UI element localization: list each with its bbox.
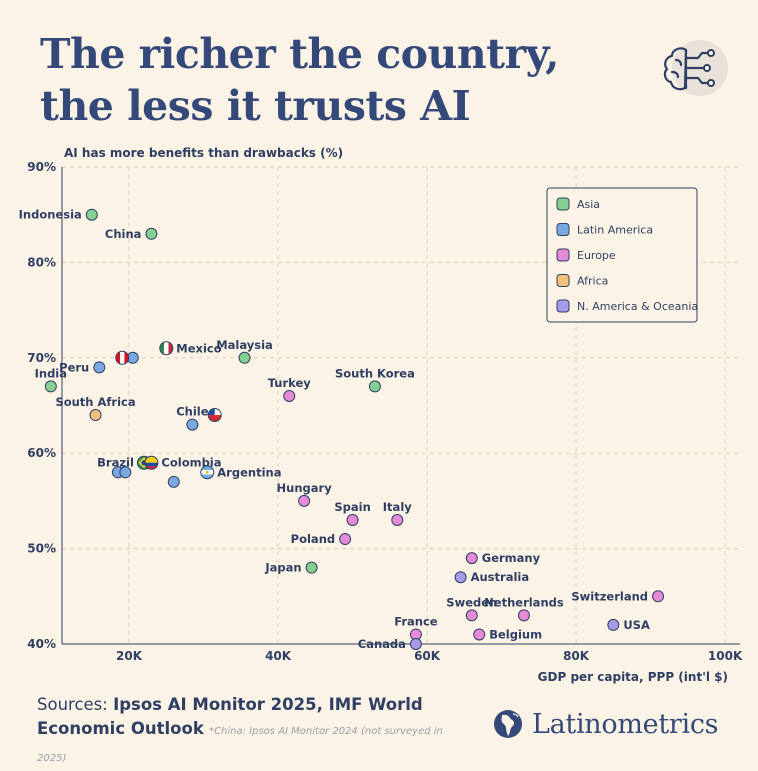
title-line-2: the less it trusts AI: [40, 82, 471, 130]
legend-swatch-latin-america: [556, 223, 570, 236]
y-tick-label: 50%: [27, 542, 56, 556]
peru-flag-icon: [115, 350, 130, 365]
data-label-turkey: Turkey: [268, 376, 312, 390]
legend-label-africa: Africa: [577, 275, 608, 288]
sources-text: Ipsos AI Monitor 2025, IMF World Economi…: [37, 695, 423, 738]
point-india: [44, 380, 57, 393]
sources-note: Sources: Ipsos AI Monitor 2025, IMF Worl…: [37, 693, 457, 771]
data-label-chile: Chile: [176, 405, 209, 419]
data-label-argentina: Argentina: [217, 465, 281, 479]
point-switzerland: [652, 590, 665, 603]
point-turkey: [283, 389, 296, 402]
data-label-india: India: [35, 366, 67, 380]
y-tick-label: 60%: [27, 446, 56, 460]
point-south-korea: [368, 380, 381, 393]
data-label-malaysia: Malaysia: [216, 338, 273, 352]
data-label-germany: Germany: [482, 551, 541, 565]
data-label-switzerland: Switzerland: [571, 589, 648, 603]
brain-circuit-icon: [663, 40, 728, 96]
data-label-poland: Poland: [291, 532, 335, 546]
y-tick-label: 80%: [27, 255, 56, 269]
point-indonesia: [85, 208, 98, 221]
data-label-netherlands: Netherlands: [484, 595, 564, 609]
legend-label-asia: Asia: [577, 198, 600, 211]
data-label-south-africa: South Africa: [55, 395, 135, 409]
point-belgium: [473, 628, 486, 641]
x-axis-label: GDP per capita, PPP (int'l $): [538, 670, 728, 684]
legend: Asia Latin America Europe Africa N. America …: [546, 187, 698, 323]
point-spain: [346, 513, 359, 526]
legend-label-latin-america: Latin America: [577, 224, 653, 237]
legend-label-europe: Europe: [577, 249, 616, 262]
point-netherlands: [517, 609, 530, 622]
x-tick-label: 80K: [563, 649, 590, 663]
point-chile: [186, 418, 199, 431]
data-label-mexico: Mexico: [176, 341, 221, 355]
colombia-flag-icon: [144, 455, 159, 470]
data-label-brazil: Brazil: [97, 456, 134, 470]
data-label-peru: Peru: [59, 360, 89, 374]
axes: 40% 50% 60% 70% 80% 90% 20K 40K 60K 80K 100K: [27, 160, 743, 663]
x-tick-label: 20K: [116, 649, 143, 663]
brand-logo: Latinometrics: [492, 706, 719, 742]
legend-label-n-america-oceania: N. America & Oceania: [577, 300, 698, 313]
data-label-south-korea: South Korea: [335, 366, 415, 380]
legend-swatch-n-america-oceania: [556, 299, 570, 313]
grid: [62, 166, 740, 644]
point-australia: [454, 571, 467, 584]
legend-swatch-africa: [556, 274, 570, 287]
data-points: Indonesia China India Malaysia South Korea Ja…: [19, 208, 665, 651]
data-label-usa: USA: [623, 618, 650, 632]
legend-swatch-asia: [556, 197, 570, 211]
data-label-belgium: Belgium: [489, 627, 542, 641]
data-label-hungary: Hungary: [277, 481, 333, 495]
x-tick-label: 60K: [414, 649, 441, 663]
title-line-1: The richer the country,: [40, 30, 559, 78]
data-label-sweden: Sweden: [446, 595, 497, 609]
latin-america-globe-icon: [494, 710, 522, 738]
point-south-africa: [89, 409, 102, 422]
data-label-japan: Japan: [264, 561, 301, 575]
data-label-italy: Italy: [383, 500, 412, 514]
x-tick-label: 40K: [265, 649, 292, 663]
y-axis-label: AI has more benefits than drawbacks (%): [64, 146, 343, 160]
point-usa: [607, 618, 620, 631]
point-italy: [391, 513, 404, 526]
chile-flag-icon: [207, 408, 222, 423]
x-tick-label: 100K: [708, 649, 743, 663]
point-poland: [339, 533, 352, 546]
point-japan: [305, 561, 318, 574]
y-tick-label: 70%: [27, 351, 56, 365]
data-label-australia: Australia: [471, 570, 530, 584]
data-label-indonesia: Indonesia: [19, 208, 82, 222]
scatter-chart: AI has more benefits than drawbacks (%) …: [19, 146, 743, 684]
point-canada: [409, 638, 422, 650]
sources-prefix: Sources:: [37, 695, 114, 714]
mexico-flag-icon: [159, 341, 174, 356]
data-label-spain: Spain: [334, 500, 370, 514]
y-tick-label: 90%: [27, 160, 56, 174]
point-germany: [465, 552, 478, 565]
point-hungary: [298, 494, 311, 507]
chart-title: The richer the country, the less it trus…: [40, 28, 559, 132]
point-malaysia: [238, 351, 251, 364]
brand-name: Latinometrics: [532, 708, 719, 740]
data-label-france: France: [394, 614, 438, 628]
point-unlabeled: [167, 475, 180, 488]
legend-swatch-europe: [556, 248, 570, 262]
legend-box: [546, 187, 698, 323]
y-tick-label: 40%: [27, 637, 56, 651]
data-label-china: China: [105, 227, 142, 241]
point-unlabeled: [119, 466, 132, 479]
point-sweden: [465, 609, 478, 622]
argentina-flag-icon: [200, 465, 215, 480]
point-peru: [93, 361, 106, 374]
data-label-canada: Canada: [358, 637, 406, 651]
point-china: [145, 227, 158, 240]
